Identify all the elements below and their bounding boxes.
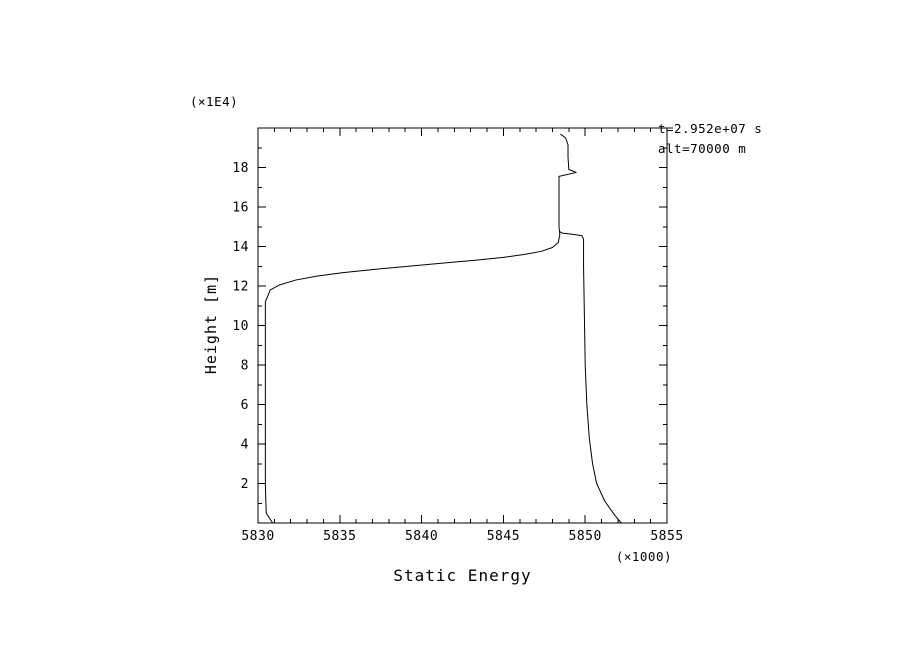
x-tick-label: 5830 [241,529,274,544]
x-axis-unit-note: (×1000) [615,549,672,564]
x-tick-label: 5840 [405,529,438,544]
y-tick-label: 14 [232,240,249,255]
y-tick-label: 18 [232,161,249,176]
y-axis-title: Height [m] [202,273,220,375]
plot-frame [257,127,668,524]
y-tick-label: 12 [232,280,249,295]
x-tick-label: 5835 [323,529,356,544]
y-tick-label: 2 [241,477,249,492]
y-axis-unit-note: (×1E4) [190,94,239,109]
x-tick-label: 5855 [650,529,683,544]
altitude-annotation: alt=70000 m [658,141,747,156]
time-annotation: t=2.952e+07 s [658,121,763,136]
y-tick-label: 6 [241,398,249,413]
y-tick-label: 10 [232,319,249,334]
x-tick-label: 5850 [569,529,602,544]
x-tick-label: 5845 [487,529,520,544]
series-ascent-profile [264,133,577,524]
series-descent-profile [559,231,622,524]
y-tick-label: 8 [241,359,249,374]
x-axis-title: Static Energy [393,566,532,585]
y-tick-label: 4 [241,438,249,453]
y-tick-label: 16 [232,201,249,216]
